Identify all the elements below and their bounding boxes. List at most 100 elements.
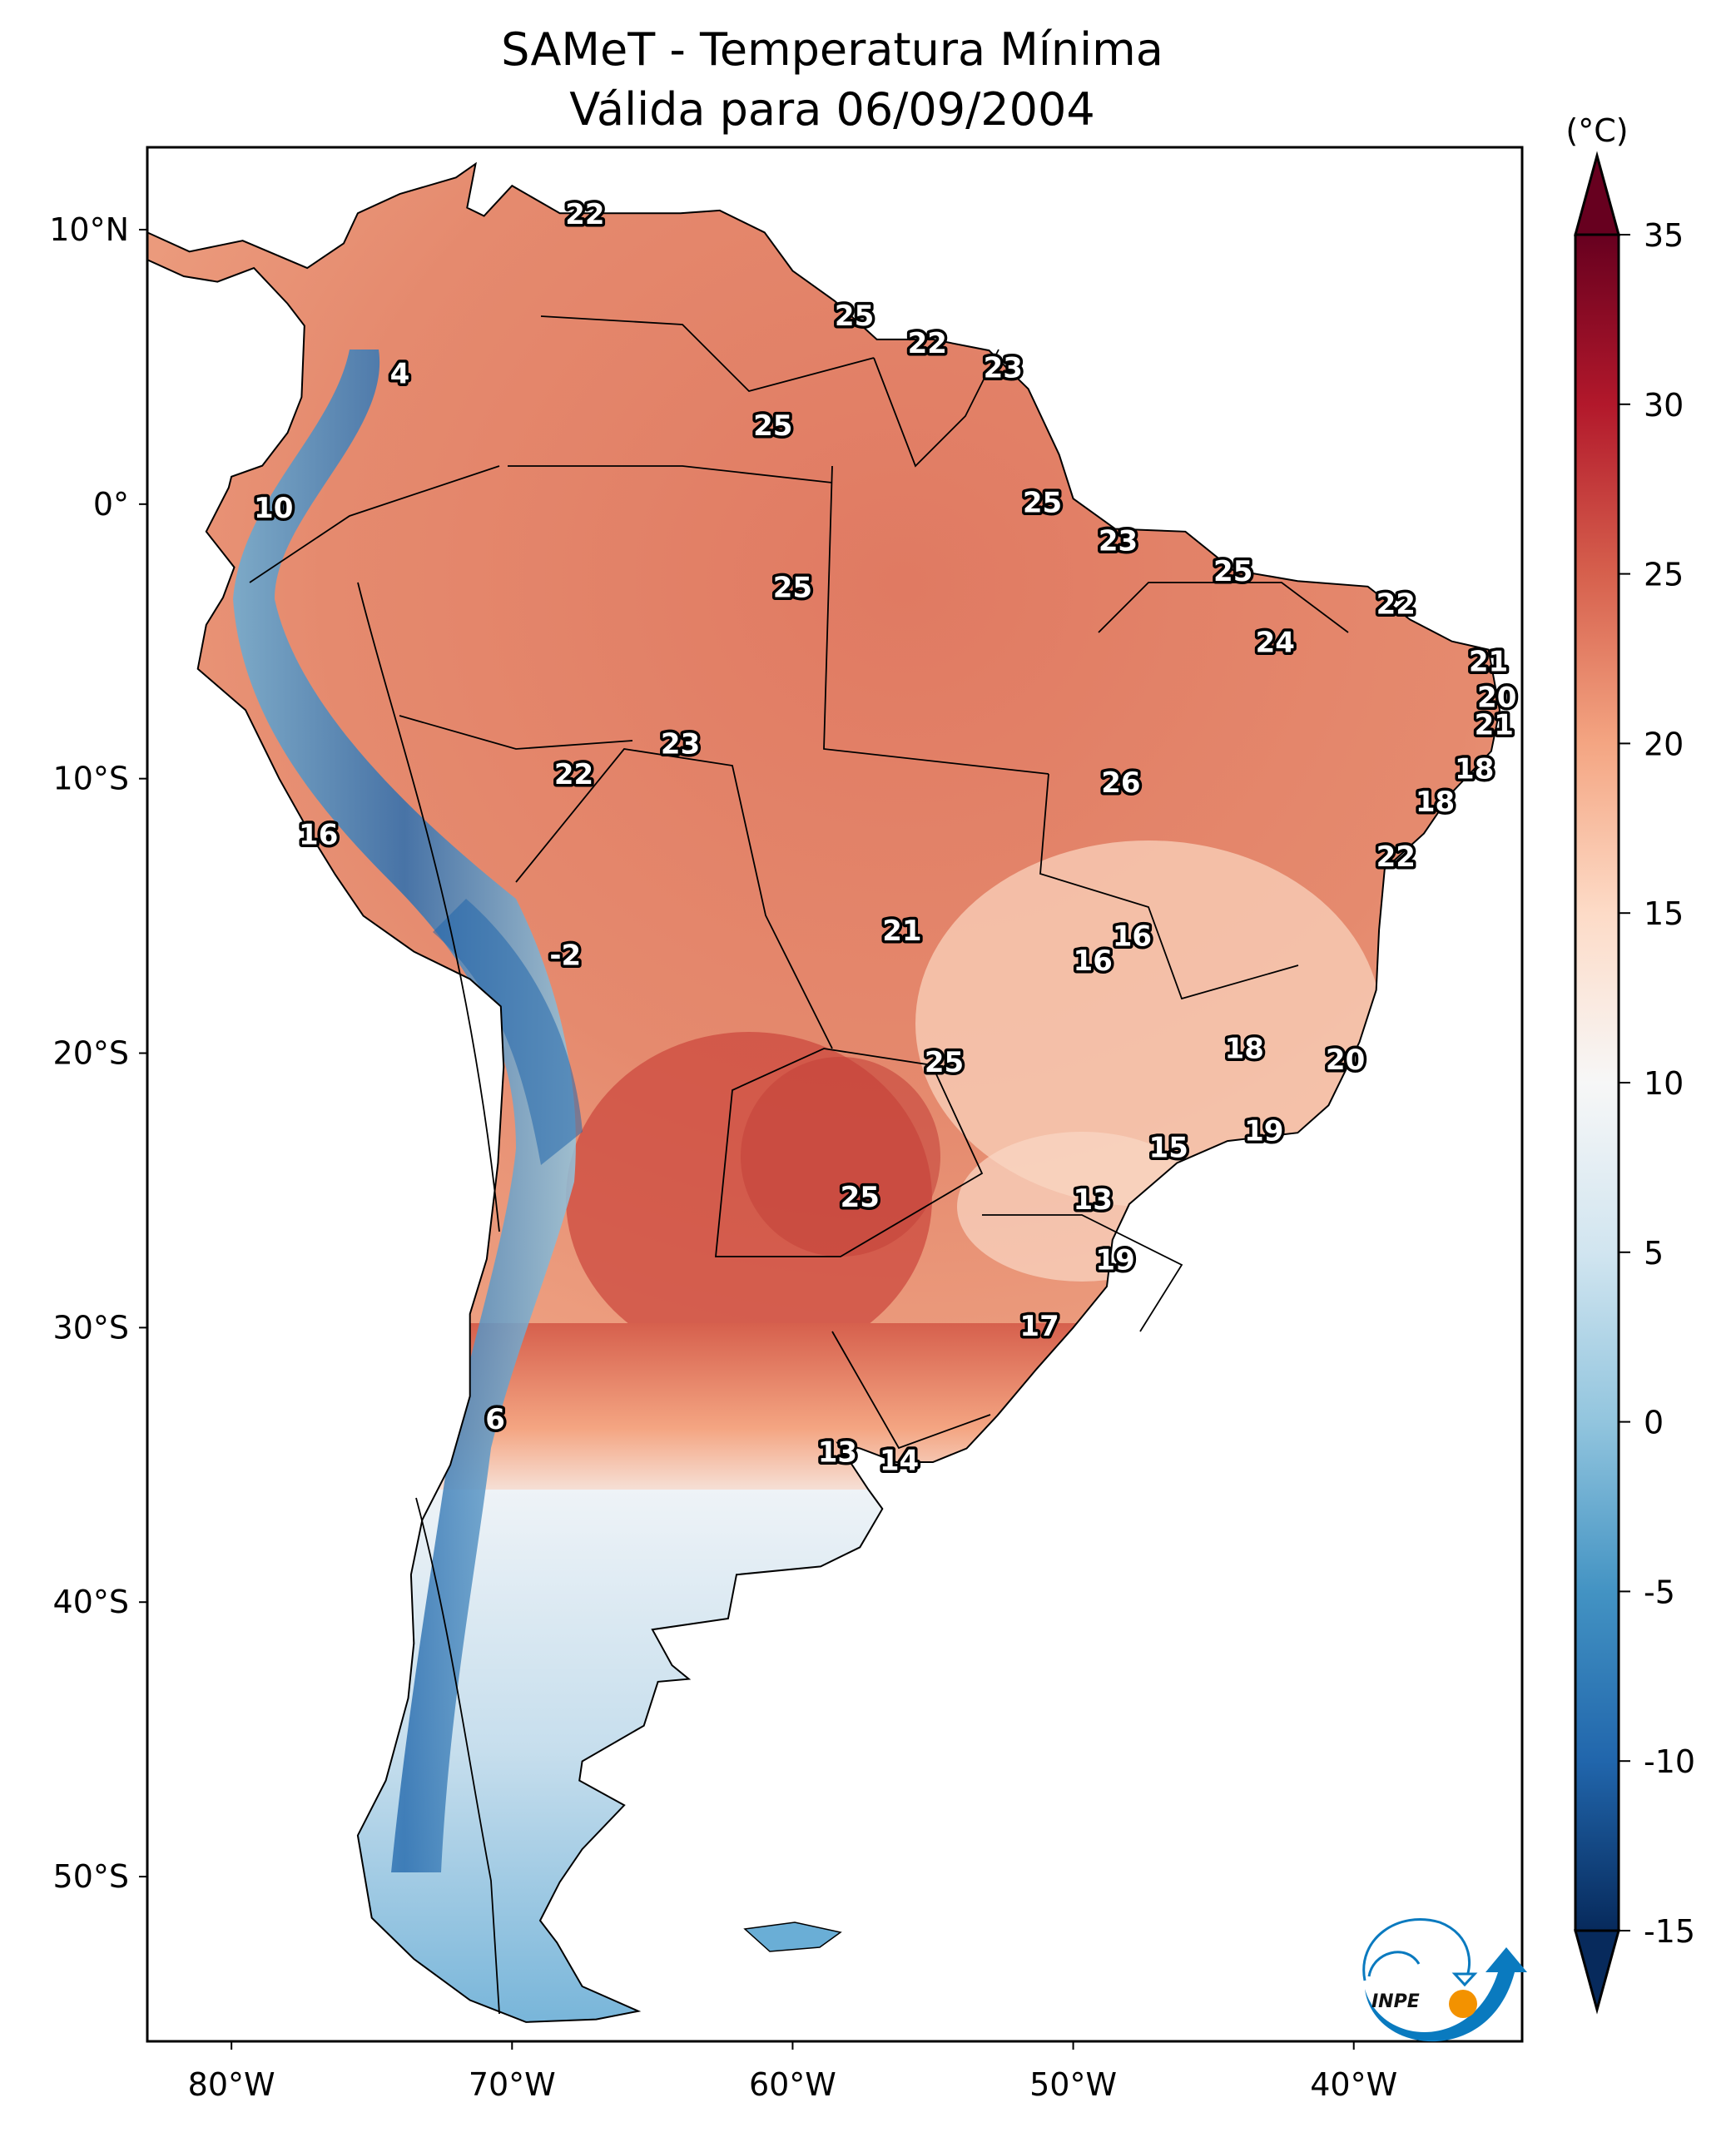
colorbar-tick-label: -10 [1644,1743,1695,1780]
colorbar-gradient [1574,233,1620,1932]
x-tick-label: 50°W [1029,2066,1117,2103]
x-tick-label: 70°W [469,2066,556,2103]
border-colombia-brazil [508,465,833,483]
station-value-label: 15 [1149,1132,1188,1165]
colorbar-tick-label: -15 [1644,1913,1695,1950]
station-value-label: 22 [1376,840,1416,874]
colorbar-extend-min [1574,1929,1620,2015]
x-axis-ticks: 80°W 70°W 60°W 50°W 40°W [188,2041,1397,2103]
station-value-label: 16 [1074,945,1113,978]
station-value-label: 26 [1101,766,1140,800]
station-value-label: 19 [1244,1115,1283,1148]
station-value-label: 14 [880,1445,919,1478]
border-chile-argentina [415,1497,500,2015]
station-value-label: 25 [1023,486,1062,519]
border-uruguay [831,1331,991,1450]
y-tick-label: 40°S [53,1584,129,1620]
station-value-label: 23 [1099,525,1138,558]
border-venezuela [540,315,875,393]
station-value-label: 21 [882,915,921,948]
x-tick-label: 40°W [1310,2066,1397,2103]
station-value-label: 10 [254,492,293,525]
falkland-islands [743,1921,842,1952]
station-value-label: 25 [925,1046,964,1079]
y-tick-label: 0° [93,486,129,523]
colorbar-ticks: 35 30 25 20 15 10 5 0 -5 -10 -15 [1619,217,1695,1950]
colorbar-tick-label: 15 [1644,895,1684,932]
border-paraguay [715,1048,984,1257]
y-tick-label: 30°S [53,1309,129,1346]
station-value-label: -2 [549,940,581,973]
border-ecuador-peru [249,465,500,583]
station-value-label: 13 [818,1436,857,1470]
colorbar-extend-max [1574,151,1620,236]
colorbar-tick-label: 25 [1644,557,1684,593]
station-value-label: 4 [390,357,410,390]
x-tick-label: 80°W [188,2066,275,2103]
station-value-label: 19 [1095,1244,1134,1277]
station-value-label: 18 [1455,752,1494,786]
logo-text: INPE [1371,1991,1420,2012]
station-value-label: 20 [1326,1044,1365,1077]
border-chile-bolivia [357,582,500,1232]
station-value-label: 16 [1113,920,1152,954]
station-value-label: 21 [1475,709,1514,742]
station-value-label: 25 [773,572,812,605]
border-northeast-brazil [1098,582,1349,633]
station-value-label: 24 [1256,627,1295,660]
station-value-label: 6 [485,1403,505,1436]
colorbar-tick-label: 30 [1644,387,1684,424]
station-value-label: 22 [1376,588,1416,621]
station-value-label: 18 [1225,1033,1264,1066]
chart-subtitle: Válida para 06/09/2004 [569,83,1094,136]
x-tick-label: 60°W [749,2066,836,2103]
chart-title: SAMeT - Temperatura Mínima [501,23,1163,76]
station-value-label: 23 [984,352,1023,385]
y-tick-label: 10°S [53,761,129,797]
logo-inner-swirl [1367,1951,1421,1977]
southeast-brazil-mild [915,840,1381,1207]
station-value-label: 25 [753,409,792,443]
colorbar-tick-label: 10 [1644,1065,1684,1102]
andes-cold-spine [233,350,576,1872]
map-frame [146,146,1524,2043]
station-value-label: 18 [1416,786,1455,819]
altiplano-cold [433,899,583,1165]
station-value-label: 13 [1074,1183,1113,1217]
colorbar-tick-label: -5 [1644,1574,1675,1610]
colorbar-tick-label: 35 [1644,217,1684,254]
station-value-label: 23 [661,728,700,761]
border-central-brazil [1039,773,1299,1000]
inpe-logo: INPE [1362,1918,1527,2042]
coastline [147,161,1501,2023]
y-tick-label: 10°N [49,211,129,248]
y-tick-label: 20°S [53,1035,129,1072]
logo-up-arrow-icon [1365,1947,1527,2042]
border-south-brazil [982,1214,1183,1332]
paraguay-hot-core [741,1057,940,1257]
colorbar-label: (°C) [1565,112,1628,149]
border-bolivia-brazil [515,748,833,1049]
political-borders [249,315,1349,2015]
station-value-label: 22 [554,758,593,791]
station-value-label: 25 [835,300,874,333]
station-value-label: 21 [1469,646,1508,679]
border-amazonas-para [823,465,1049,775]
station-value-label: 22 [565,198,604,231]
colorbar-tick-label: 0 [1644,1405,1664,1441]
logo-down-arrow-icon [1451,1972,1478,1987]
station-value-label: 20 [1477,682,1516,715]
y-tick-label: 50°S [53,1858,129,1895]
station-value-label: 25 [841,1181,880,1214]
station-value-label: 25 [1213,555,1252,588]
station-value-label: 22 [908,327,947,360]
logo-outer-swirl [1362,1918,1471,1981]
border-peru-brazil [399,715,633,750]
logo-orange-circle [1449,1990,1477,2018]
colorbar: (°C) 35 30 25 20 15 10 5 0 -5 -10 -15 [1565,112,1695,2015]
colorbar-tick-label: 5 [1644,1235,1664,1272]
colorbar-tick-label: 20 [1644,726,1684,762]
